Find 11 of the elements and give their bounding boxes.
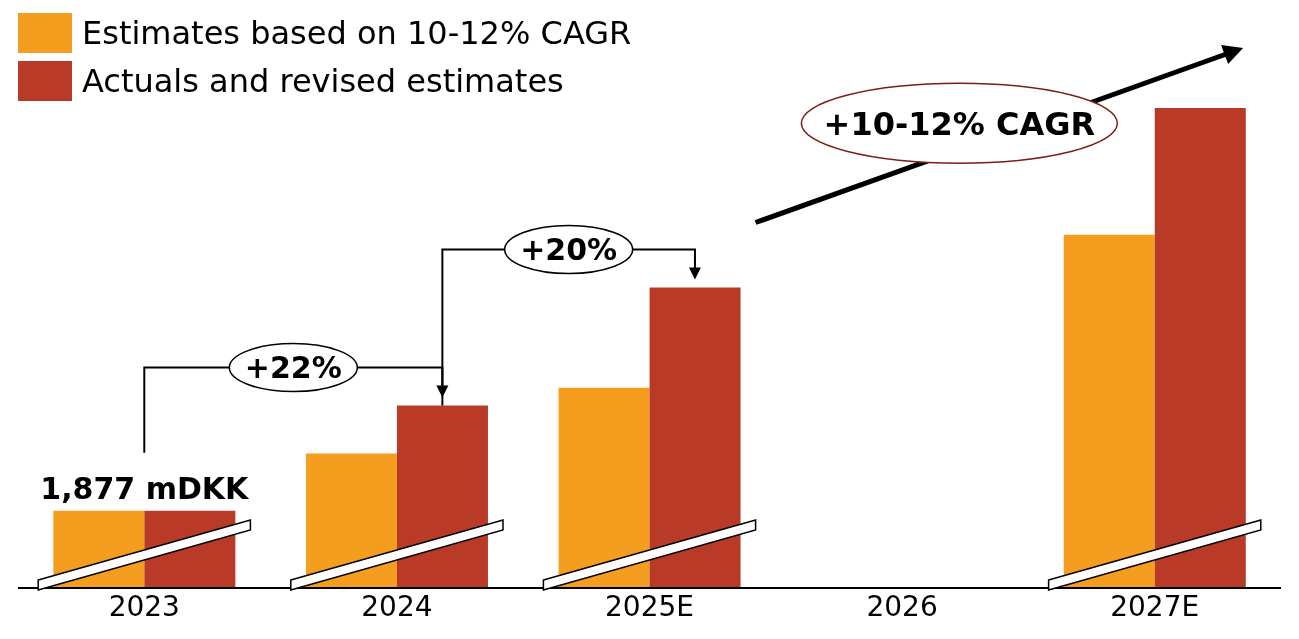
annotation: 1,877 mDKK (40, 470, 251, 506)
x-tick-label: 2023 (108, 589, 180, 623)
x-tick-label: 2027E (1110, 589, 1200, 623)
x-tick-label: 2025E (605, 589, 694, 623)
x-tick-label: 2026 (866, 589, 938, 623)
annotation: +22% (244, 350, 342, 386)
annotation: +10-12% CAGR (823, 104, 1096, 143)
annotation: +20% (520, 232, 618, 268)
x-tick-label: 2024 (361, 589, 433, 623)
legend-label: Actuals and revised estimates (82, 62, 564, 100)
legend-label: Estimates based on 10-12% CAGR (82, 14, 632, 52)
